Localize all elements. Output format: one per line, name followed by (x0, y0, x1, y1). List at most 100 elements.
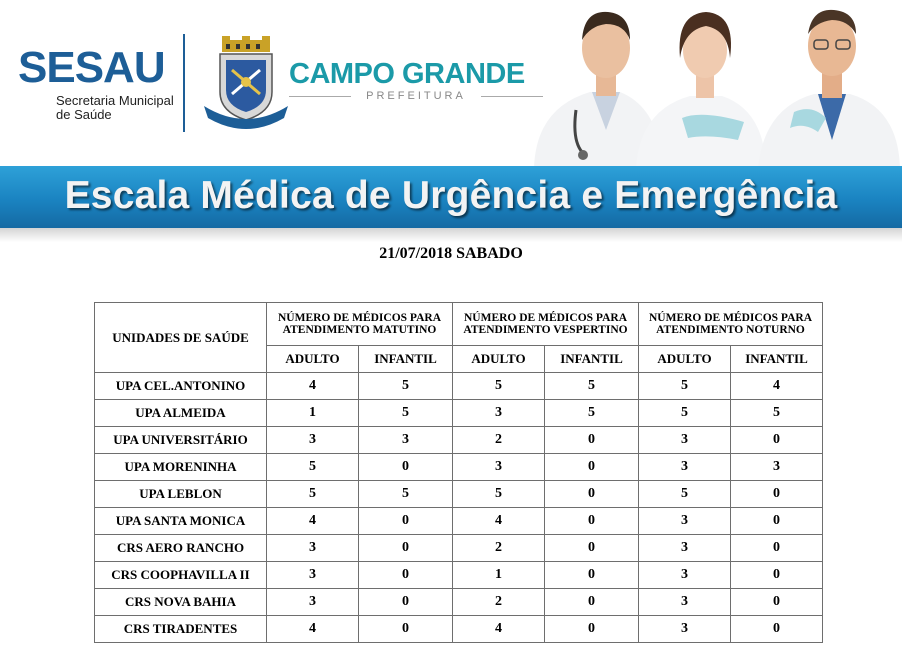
subheader-child: INFANTIL (730, 345, 823, 373)
period-header-morning: NÚMERO DE MÉDICOS PARA ATENDIMENTO MATUT… (266, 302, 453, 346)
doctor-count: 1 (452, 561, 545, 589)
table-row: CRS NOVA BAHIA 3 0 2 0 3 0 (94, 588, 823, 616)
doctor-count: 0 (730, 426, 823, 454)
subheader-child: INFANTIL (358, 345, 453, 373)
unit-name: UPA SANTA MONICA (94, 507, 267, 535)
doctor-count: 5 (266, 453, 359, 481)
doctor-count: 0 (358, 561, 453, 589)
subheader-adult: ADULTO (266, 345, 359, 373)
period-header-night: NÚMERO DE MÉDICOS PARA ATENDIMENTO NOTUR… (638, 302, 823, 346)
banner-shadow (0, 228, 902, 242)
doctor-count: 0 (544, 453, 639, 481)
schedule-date: 21/07/2018 SABADO (379, 245, 523, 262)
doctor-count: 4 (452, 507, 545, 535)
table-row: UPA SANTA MONICA 4 0 4 0 3 0 (94, 507, 823, 535)
doctor-count: 0 (358, 615, 453, 643)
doctor-count: 5 (544, 372, 639, 400)
subheader-adult: ADULTO (638, 345, 731, 373)
campo-grande-title: CAMPO GRANDE (289, 58, 525, 90)
table-row: UPA MORENINHA 5 0 3 0 3 3 (94, 453, 823, 481)
doctor-count: 0 (544, 534, 639, 562)
doctor-count: 0 (730, 615, 823, 643)
doctor-count: 3 (638, 561, 731, 589)
doctor-male-right (758, 9, 900, 168)
doctor-count: 5 (638, 480, 731, 508)
doctor-count: 3 (266, 588, 359, 616)
doctor-count: 4 (266, 507, 359, 535)
doctor-count: 0 (358, 507, 453, 535)
table-row: CRS COOPHAVILLA II 3 0 1 0 3 0 (94, 561, 823, 589)
doctor-count: 5 (358, 399, 453, 427)
doctor-count: 5 (638, 372, 731, 400)
doctor-count: 3 (266, 426, 359, 454)
unit-name: UPA UNIVERSITÁRIO (94, 426, 267, 454)
table-row: UPA UNIVERSITÁRIO 3 3 2 0 3 0 (94, 426, 823, 454)
sesau-subtitle-line1: Secretaria Municipal (56, 93, 174, 108)
doctor-count: 3 (452, 399, 545, 427)
sesau-acronym: SESAU (18, 43, 166, 92)
table-row: UPA LEBLON 5 5 5 0 5 0 (94, 480, 823, 508)
doctor-count: 0 (730, 561, 823, 589)
doctor-female-center (636, 12, 766, 168)
doctor-count: 5 (730, 399, 823, 427)
doctor-count: 0 (358, 534, 453, 562)
doctor-count: 3 (266, 561, 359, 589)
prefeitura-label: PREFEITURA (289, 90, 543, 102)
logo-divider (183, 34, 185, 132)
doctor-count: 3 (730, 453, 823, 481)
banner-title: Escala Médica de Urgência e Emergência (64, 174, 838, 217)
doctor-count: 4 (266, 615, 359, 643)
schedule-table: UNIDADES DE SAÚDE NÚMERO DE MÉDICOS PARA… (94, 302, 823, 643)
doctor-count: 2 (452, 588, 545, 616)
unit-name: CRS TIRADENTES (94, 615, 267, 643)
doctor-count: 4 (452, 615, 545, 643)
campo-grande-logo: CAMPO GRANDE PREFEITURA (289, 58, 545, 106)
period-header-afternoon: NÚMERO DE MÉDICOS PARA ATENDIMENTO VESPE… (452, 302, 639, 346)
doctor-count: 5 (452, 480, 545, 508)
doctor-count: 4 (266, 372, 359, 400)
doctor-count: 3 (638, 453, 731, 481)
doctor-male-left (534, 11, 662, 168)
unit-name: CRS COOPHAVILLA II (94, 561, 267, 589)
doctor-count: 1 (266, 399, 359, 427)
doctor-count: 4 (730, 372, 823, 400)
table-row: UPA ALMEIDA 1 5 3 5 5 5 (94, 399, 823, 427)
sesau-subtitle-line2: de Saúde (56, 107, 112, 122)
doctor-count: 0 (358, 453, 453, 481)
doctor-count: 0 (544, 615, 639, 643)
doctor-count: 0 (544, 426, 639, 454)
doctor-count: 3 (638, 588, 731, 616)
doctors-photo (534, 9, 900, 168)
doctor-count: 0 (544, 561, 639, 589)
doctor-count: 5 (638, 399, 731, 427)
table-row: CRS TIRADENTES 4 0 4 0 3 0 (94, 615, 823, 643)
subheader-adult: ADULTO (452, 345, 545, 373)
table-row: UPA CEL.ANTONINO 4 5 5 5 5 4 (94, 372, 823, 400)
unit-name: CRS NOVA BAHIA (94, 588, 267, 616)
doctor-count: 0 (544, 480, 639, 508)
doctor-count: 0 (730, 534, 823, 562)
doctor-count: 0 (730, 480, 823, 508)
sesau-logo: SESAU Secretaria Municipal de Saúde (18, 44, 178, 134)
doctor-count: 0 (730, 507, 823, 535)
units-column-header: UNIDADES DE SAÚDE (94, 302, 267, 373)
doctor-count: 3 (266, 534, 359, 562)
unit-name: UPA ALMEIDA (94, 399, 267, 427)
doctor-count: 0 (544, 507, 639, 535)
doctor-count: 0 (358, 588, 453, 616)
table-row: CRS AERO RANCHO 3 0 2 0 3 0 (94, 534, 823, 562)
city-crest-icon (204, 36, 288, 129)
title-banner (0, 166, 902, 228)
unit-name: CRS AERO RANCHO (94, 534, 267, 562)
table-subheader-row: ADULTO INFANTIL ADULTO INFANTIL ADULTO I… (95, 345, 823, 373)
doctor-count: 5 (452, 372, 545, 400)
doctor-count: 3 (638, 426, 731, 454)
doctor-count: 3 (452, 453, 545, 481)
doctor-count: 0 (544, 588, 639, 616)
unit-name: UPA LEBLON (94, 480, 267, 508)
doctor-count: 5 (358, 372, 453, 400)
unit-name: UPA MORENINHA (94, 453, 267, 481)
subheader-child: INFANTIL (544, 345, 639, 373)
table-header-row: UNIDADES DE SAÚDE NÚMERO DE MÉDICOS PARA… (94, 302, 823, 373)
doctor-count: 5 (544, 399, 639, 427)
